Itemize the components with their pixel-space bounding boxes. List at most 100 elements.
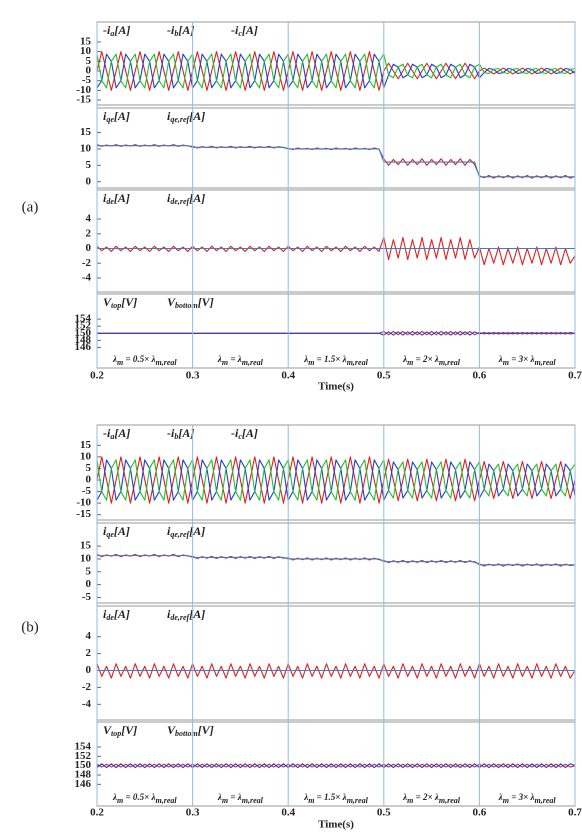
- subscript: b: [174, 29, 178, 38]
- subscript: m: [117, 358, 123, 367]
- text-part: [A]: [114, 109, 130, 123]
- text-part: i: [103, 191, 107, 205]
- series-line: [96, 459, 576, 501]
- subscript: m,real: [242, 358, 264, 367]
- text-part: [A]: [242, 426, 258, 440]
- y-tick-label: -4: [82, 698, 92, 710]
- y-tick-label: 154: [75, 741, 92, 753]
- subscript: m: [407, 358, 413, 367]
- x-tick-label: 0.2: [90, 370, 104, 382]
- y-tick-label: 0: [86, 664, 92, 676]
- series-line: [96, 459, 576, 501]
- subscript: de: [106, 197, 114, 206]
- series-line: [97, 145, 575, 178]
- text-part: -i: [167, 23, 175, 37]
- text-part: -i: [103, 23, 111, 37]
- y-tick-label: -10: [76, 84, 91, 96]
- text-part: [A]: [178, 23, 194, 37]
- y-tick-label: 146: [75, 341, 92, 353]
- text-part: [A]: [114, 607, 130, 621]
- panel-label: (b): [21, 619, 39, 635]
- y-tick-label: 15: [80, 35, 92, 47]
- text-part: [V]: [198, 723, 214, 737]
- y-tick-label: 10: [80, 142, 92, 154]
- legend-label: ide[A]: [103, 607, 130, 622]
- series-line: [96, 144, 576, 179]
- y-tick-label: -10: [76, 497, 91, 509]
- subscript: m,real: [155, 796, 177, 805]
- x-tick-label: 0.3: [186, 370, 200, 382]
- series-line: [96, 456, 576, 504]
- legend-label: -ib[A]: [167, 23, 194, 38]
- subplot-frame: [96, 605, 576, 721]
- series-line: [96, 53, 576, 89]
- y-tick-label: -15: [76, 94, 91, 106]
- text-part: [A]: [178, 426, 194, 440]
- annotation: λm = 1.5× λm,real: [303, 792, 368, 805]
- text-part: V: [167, 295, 176, 309]
- text-part: i: [167, 607, 171, 621]
- legend-label: -ic[A]: [231, 23, 258, 38]
- legend-label: iqe,ref[A]: [167, 524, 205, 539]
- legend-label: ide,ref[A]: [167, 607, 205, 622]
- y-tick-label: 10: [80, 450, 92, 462]
- text-part: i: [103, 524, 107, 538]
- y-tick-label: 10: [80, 45, 92, 57]
- y-tick-label: 0: [86, 242, 92, 254]
- legend-label: -ib[A]: [167, 426, 194, 441]
- text-part: = λ: [228, 792, 242, 802]
- x-tick-label: 0.7: [568, 807, 582, 819]
- series-line: [96, 236, 576, 266]
- text-part: = λ: [228, 354, 242, 364]
- text-part: i: [103, 109, 107, 123]
- subscript: de,ref: [170, 197, 190, 206]
- series-line: [97, 555, 575, 566]
- text-part: [V]: [121, 723, 137, 737]
- annotation: λm = λm,real: [217, 354, 264, 367]
- subscript: m,real: [242, 796, 264, 805]
- y-tick-label: 2: [86, 647, 92, 659]
- legend-label: Vtop[V]: [103, 723, 137, 738]
- y-tick-label: 0: [86, 65, 92, 77]
- x-axis-title: Time(s): [318, 381, 354, 393]
- text-part: -i: [231, 426, 239, 440]
- x-tick-label: 0.6: [473, 807, 487, 819]
- text-part: i: [103, 607, 107, 621]
- text-part: = 1.5× λ: [314, 354, 346, 364]
- y-tick-label: 148: [75, 334, 92, 346]
- subscript: m,real: [155, 358, 177, 367]
- subscript: m: [222, 358, 228, 367]
- text-part: -i: [167, 426, 175, 440]
- series-line: [96, 763, 576, 769]
- y-tick-label: 0: [86, 578, 92, 590]
- x-tick-label: 0.3: [186, 807, 200, 819]
- legend-label: ide[A]: [103, 191, 130, 206]
- y-tick-label: 10: [80, 552, 92, 564]
- subscript: m: [308, 796, 314, 805]
- y-tick-label: 150: [75, 327, 92, 339]
- y-tick-label: -2: [82, 681, 92, 693]
- subscript: m,real: [535, 796, 557, 805]
- text-part: -i: [103, 426, 111, 440]
- y-tick-label: 15: [80, 439, 92, 451]
- legend-label: iqe[A]: [103, 524, 130, 539]
- text-part: -i: [231, 23, 239, 37]
- legend-label: Vbottom[V]: [167, 295, 214, 310]
- text-part: [A]: [189, 109, 205, 123]
- y-tick-label: 5: [86, 462, 92, 474]
- y-tick-label: -5: [82, 591, 92, 603]
- text-part: [A]: [114, 23, 130, 37]
- subscript: m: [308, 358, 314, 367]
- text-part: V: [103, 723, 112, 737]
- text-part: V: [103, 295, 112, 309]
- text-part: i: [167, 109, 171, 123]
- text-part: [A]: [189, 191, 205, 205]
- x-tick-label: 0.2: [90, 807, 104, 819]
- subscript: c: [238, 432, 242, 441]
- text-part: λ: [303, 792, 308, 802]
- legend-label: -ia[A]: [103, 426, 130, 441]
- y-tick-label: 2: [86, 227, 92, 239]
- text-part: λ: [402, 354, 407, 364]
